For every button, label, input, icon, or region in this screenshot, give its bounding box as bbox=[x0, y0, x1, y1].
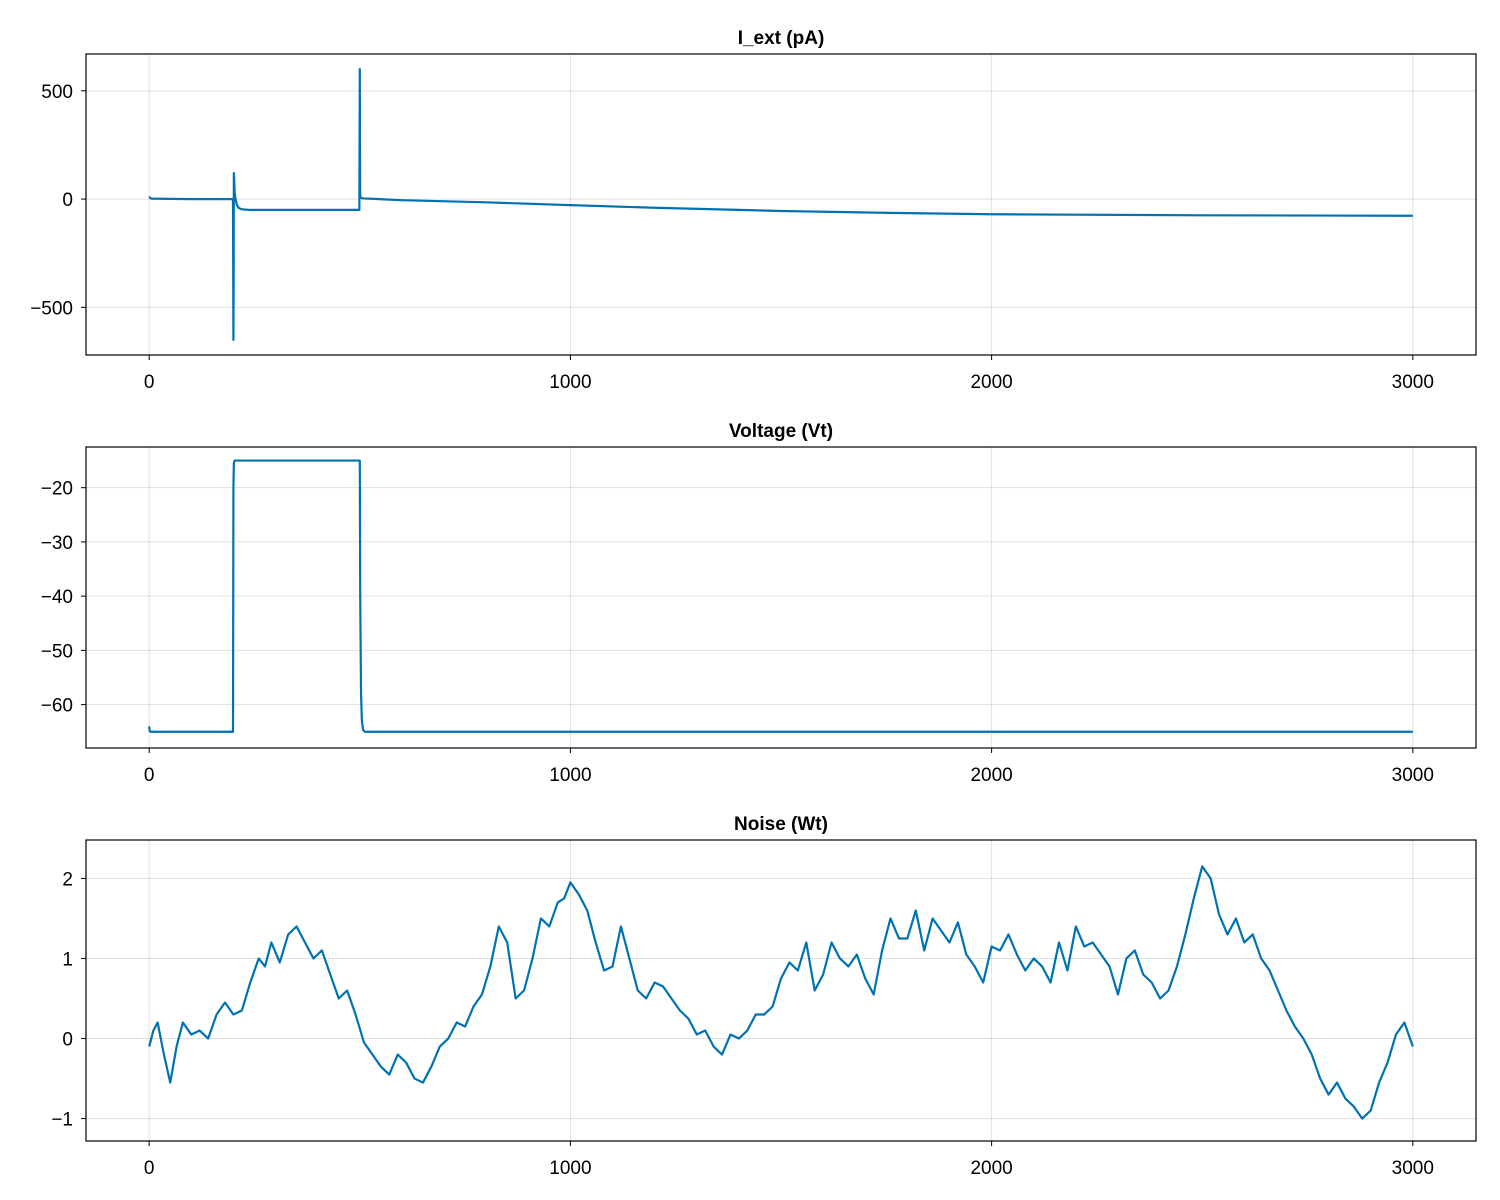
x-tick-label: 1000 bbox=[549, 1158, 591, 1179]
y-tick-label: −20 bbox=[41, 479, 73, 500]
y-tick-label: 1 bbox=[62, 949, 73, 970]
y-tick-label: −50 bbox=[41, 641, 73, 662]
x-tick-label: 3000 bbox=[1392, 372, 1434, 393]
y-tick-label: −500 bbox=[30, 298, 73, 319]
series-line-1 bbox=[148, 865, 1414, 1120]
x-tick-label: 0 bbox=[144, 765, 155, 786]
chart-title: Noise (Wt) bbox=[734, 814, 828, 835]
series-line-1 bbox=[148, 68, 1413, 341]
series-line-1 bbox=[148, 459, 1413, 733]
x-tick-label: 0 bbox=[144, 1158, 155, 1179]
axes-frame bbox=[85, 53, 1477, 356]
x-tick-label: 2000 bbox=[970, 1158, 1012, 1179]
chart-title: I_ext (pA) bbox=[738, 28, 825, 49]
x-tick-label: 1000 bbox=[549, 372, 591, 393]
x-tick-label: 1000 bbox=[549, 765, 591, 786]
axes-frame bbox=[85, 839, 1477, 1142]
chart-panel-2: Voltage (Vt) 0 1000 2000 3000 −60 −50 −40 −30 −20 bbox=[41, 421, 1477, 786]
chart-title: Voltage (Vt) bbox=[729, 421, 833, 442]
chart-panel-3: Noise (Wt) 0 1000 2000 3000 −1 0 1 2 bbox=[51, 814, 1477, 1179]
x-tick-label: 3000 bbox=[1392, 1158, 1434, 1179]
x-tick-label: 2000 bbox=[970, 765, 1012, 786]
y-tick-label: 500 bbox=[41, 82, 73, 103]
y-tick-label: −60 bbox=[41, 696, 73, 717]
y-tick-label: −1 bbox=[51, 1110, 73, 1131]
axes-frame bbox=[85, 446, 1477, 749]
y-tick-label: 0 bbox=[62, 1030, 73, 1051]
x-tick-label: 2000 bbox=[970, 372, 1012, 393]
y-tick-label: 2 bbox=[62, 869, 73, 890]
x-tick-label: 3000 bbox=[1392, 765, 1434, 786]
chart-panel-1: I_ext (pA) 0 1000 2000 3000 −500 0 500 bbox=[30, 28, 1477, 393]
y-tick-label: 0 bbox=[62, 190, 73, 211]
y-tick-label: −30 bbox=[41, 533, 73, 554]
y-tick-label: −40 bbox=[41, 587, 73, 608]
x-tick-label: 0 bbox=[144, 372, 155, 393]
